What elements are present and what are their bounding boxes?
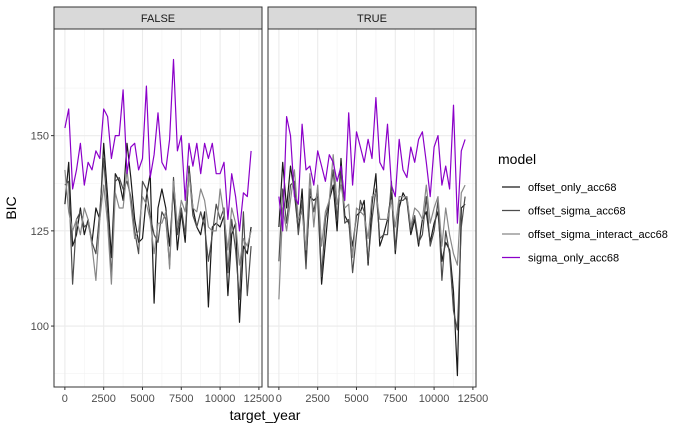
x-tick-label: 2500 — [305, 393, 329, 405]
facet-strip — [267, 6, 477, 30]
legend: model offset_only_acc68 offset_sigma_acc6… — [498, 151, 668, 265]
legend-label-offset-only-acc68: offset_only_acc68 — [528, 182, 616, 194]
y-tick-label: 150 — [31, 131, 49, 143]
series-line-offset-sigma-acc68 — [278, 169, 466, 331]
x-tick-label: 0 — [62, 393, 68, 405]
x-tick-label: 2500 — [91, 393, 115, 405]
facet-strip-label: TRUE — [357, 13, 387, 25]
series-line-offset-only-acc68 — [64, 142, 252, 323]
x-tick-label: 0 — [276, 393, 282, 405]
series-line-offset-sigma-acc68 — [64, 157, 252, 300]
x-tick-label: 12500 — [244, 393, 275, 405]
y-tick-label: 100 — [31, 321, 49, 333]
y-tick-label: 125 — [31, 226, 49, 238]
x-tick-label: 7500 — [383, 393, 407, 405]
y-axis-title: BIC — [3, 196, 19, 219]
facet-strip — [53, 6, 263, 30]
legend-label-sigma-only-acc68: sigma_only_acc68 — [528, 253, 619, 265]
legend-label-offset-sigma-interact-acc68: offset_sigma_interact_acc68 — [528, 229, 668, 241]
series-line-offset-sigma-interact-acc68 — [64, 169, 252, 285]
legend-title: model — [498, 151, 536, 167]
x-tick-label: 7500 — [169, 393, 193, 405]
x-tick-label: 10000 — [205, 393, 236, 405]
panels-layer: FALSE 0 2500 5000 7500 10000 12500 100 125 150 TRU… — [31, 6, 489, 405]
panel-true: TRUE 0 2500 5000 7500 10000 12500 — [267, 6, 489, 405]
x-tick-label: 5000 — [130, 393, 154, 405]
panel-false: FALSE 0 2500 5000 7500 10000 12500 100 125 150 — [31, 6, 275, 405]
series-line-offset-sigma-interact-acc68 — [278, 154, 466, 300]
legend-label-offset-sigma-acc68: offset_sigma_acc68 — [528, 206, 626, 218]
x-tick-label: 10000 — [419, 393, 450, 405]
x-axis-title: target_year — [230, 407, 301, 423]
x-tick-label: 12500 — [458, 393, 489, 405]
x-tick-label: 5000 — [344, 393, 368, 405]
series-line-sigma-only-acc68 — [64, 58, 252, 232]
facet-strip-label: FALSE — [141, 13, 175, 25]
series-line-sigma-only-acc68 — [278, 96, 466, 232]
